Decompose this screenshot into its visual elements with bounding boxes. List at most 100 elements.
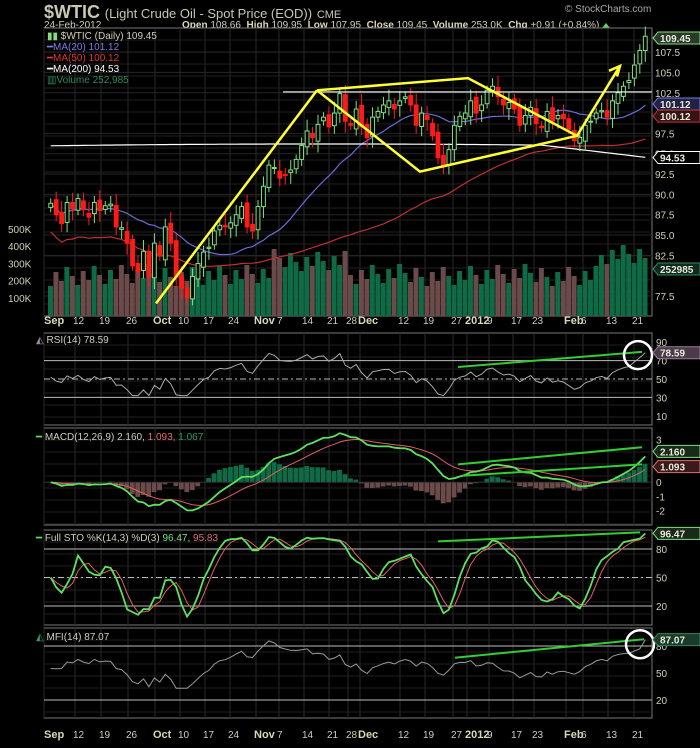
legend-sto-k-value: 96.47, [162, 533, 191, 544]
legend-macd-name: MACD(12,26,9) [44, 432, 115, 443]
svg-text:14: 14 [302, 730, 314, 741]
svg-text:50: 50 [656, 375, 668, 386]
svg-text:100K: 100K [8, 294, 32, 305]
svg-text:50: 50 [656, 574, 668, 585]
svg-text:10: 10 [656, 412, 668, 423]
svg-text:Dec: Dec [358, 729, 378, 741]
low-label: Low [307, 20, 328, 31]
legend-main: ▮▮ $WTIC (Daily) 109.45 [47, 31, 157, 42]
volume-label: Volume [432, 20, 469, 31]
svg-text:21: 21 [327, 730, 339, 741]
mfi-area-icon: ◭ [36, 632, 44, 643]
svg-text:85.0: 85.0 [655, 231, 675, 242]
symbol: $WTIC [44, 2, 100, 22]
svg-text:26: 26 [126, 730, 138, 741]
legend-ma200-text: MA(200) 94.53 [53, 64, 120, 75]
change-value: +0.91 (+0.84%) [530, 20, 600, 31]
svg-text:105.0: 105.0 [655, 68, 680, 79]
svg-text:19: 19 [423, 730, 435, 741]
legend-ma20-text: MA(20) 101.12 [53, 42, 120, 53]
svg-text:17: 17 [511, 730, 523, 741]
volume-value: 253.0K [470, 20, 503, 31]
svg-text:20: 20 [656, 696, 668, 707]
svg-text:21: 21 [632, 316, 644, 327]
svg-text:3: 3 [656, 435, 662, 446]
svg-text:7: 7 [277, 730, 283, 741]
legend-histogram-value: 1.067 [178, 432, 204, 443]
svg-text:-2: -2 [656, 507, 665, 518]
svg-text:19: 19 [99, 316, 111, 327]
svg-text:28: 28 [346, 316, 358, 327]
change-label: Chg [508, 20, 528, 31]
high-label: High [246, 20, 269, 31]
svg-text:12: 12 [398, 730, 410, 741]
svg-text:97.5: 97.5 [655, 129, 675, 140]
svg-text:21: 21 [327, 316, 339, 327]
legend-mfi-text: MFI(14) 87.07 [46, 632, 110, 643]
svg-text:30: 30 [656, 393, 668, 404]
svg-text:100.12: 100.12 [660, 112, 691, 123]
open-label: Open [182, 20, 208, 31]
svg-text:10: 10 [178, 730, 190, 741]
low-value: 107.95 [330, 20, 362, 31]
quote-date: 24-Feb-2012 [44, 20, 102, 31]
volume-bars-icon: ▥ [47, 75, 57, 86]
svg-text:70: 70 [656, 357, 668, 368]
ma50-line-icon: ━ [47, 53, 54, 64]
svg-text:2012: 2012 [465, 729, 489, 741]
legend-rsi-text: RSI(14) 78.59 [46, 335, 109, 346]
svg-text:23: 23 [532, 316, 544, 327]
svg-text:102.5: 102.5 [655, 89, 680, 100]
svg-text:92.5: 92.5 [655, 170, 675, 181]
svg-text:80: 80 [656, 545, 668, 556]
legend-volume-text: Volume 252,985 [56, 75, 129, 86]
quote-summary: Open 108.66 High 109.95 Low 107.95 Close… [182, 20, 611, 31]
svg-text:0: 0 [656, 478, 662, 489]
svg-text:9: 9 [487, 730, 493, 741]
legend-sto-name: Full STO %K(14,3) %D(3) [44, 533, 160, 544]
svg-text:500K: 500K [8, 225, 32, 236]
svg-text:200K: 200K [8, 277, 32, 288]
svg-text:87.5: 87.5 [655, 211, 675, 222]
high-value: 109.95 [271, 20, 303, 31]
open-value: 108.66 [210, 20, 241, 31]
sto-line-icon: ━ [36, 533, 43, 544]
legend-volume: ▥Volume 252,985 [47, 75, 129, 86]
svg-text:78.59: 78.59 [660, 349, 685, 360]
svg-text:6: 6 [581, 730, 587, 741]
svg-text:300K: 300K [8, 259, 32, 270]
svg-text:Oct: Oct [153, 729, 172, 741]
legend-macd: ━ MACD(12,26,9) 2.160, 1.093, 1.067 [36, 432, 203, 443]
svg-text:9: 9 [487, 316, 493, 327]
svg-text:27: 27 [451, 730, 463, 741]
svg-text:27: 27 [451, 316, 463, 327]
svg-text:23: 23 [532, 730, 544, 741]
svg-text:90: 90 [656, 338, 668, 349]
svg-text:90.0: 90.0 [655, 190, 675, 201]
stockcharts-credit: © StockCharts.com [565, 4, 652, 15]
svg-text:2012: 2012 [465, 315, 489, 327]
svg-text:Nov: Nov [254, 315, 276, 327]
svg-text:21: 21 [632, 730, 644, 741]
svg-text:28: 28 [346, 730, 358, 741]
macd-line-icon: ━ [36, 432, 43, 443]
svg-text:19: 19 [99, 730, 111, 741]
legend-main-text: $WTIC (Daily) 109.45 [60, 31, 157, 42]
svg-text:Feb: Feb [564, 315, 584, 327]
svg-text:Dec: Dec [358, 315, 378, 327]
svg-text:14: 14 [302, 316, 314, 327]
svg-text:-1: -1 [656, 492, 665, 503]
legend-rsi: ◭ RSI(14) 78.59 [36, 335, 109, 346]
svg-text:94.53: 94.53 [660, 154, 685, 165]
legend-macd-value: 2.160, [117, 432, 145, 443]
svg-text:7: 7 [277, 316, 283, 327]
svg-text:24: 24 [228, 316, 240, 327]
up-arrow-icon [602, 22, 611, 28]
svg-text:19: 19 [423, 316, 435, 327]
svg-text:12: 12 [73, 316, 85, 327]
svg-text:10: 10 [178, 316, 190, 327]
symbol-description: (Light Crude Oil - Spot Price (EOD)) [104, 6, 313, 21]
svg-text:82.5: 82.5 [655, 251, 675, 262]
ma200-line-icon: ━ [47, 64, 54, 75]
